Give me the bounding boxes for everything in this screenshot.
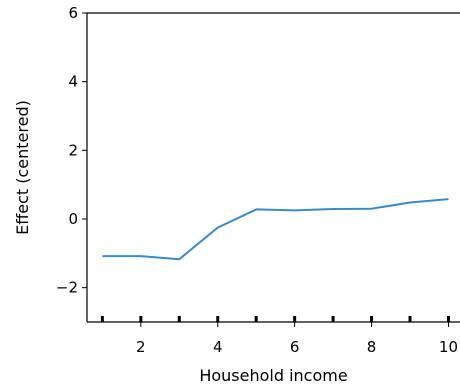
x-tick-label: 4: [213, 338, 223, 356]
y-tick-label: 6: [68, 4, 78, 22]
y-axis: −2 0 2 4 6: [56, 4, 87, 297]
y-tick-label: 2: [68, 141, 78, 159]
x-tick-label: 8: [367, 338, 377, 356]
y-axis-title: Effect (centered): [13, 100, 32, 235]
effect-line: [102, 198, 449, 261]
x-tick-label: 10: [439, 338, 458, 356]
x-tick-label: 6: [290, 338, 300, 356]
y-tick-label: 0: [68, 210, 78, 228]
x-axis: 2 4 6 8 10: [136, 322, 458, 356]
plot-area: [86, 12, 460, 323]
x-tick-label: 2: [136, 338, 146, 356]
y-tick-label: −2: [56, 279, 78, 297]
y-tick-label: 4: [68, 73, 78, 91]
x-axis-title: Household income: [199, 366, 347, 385]
